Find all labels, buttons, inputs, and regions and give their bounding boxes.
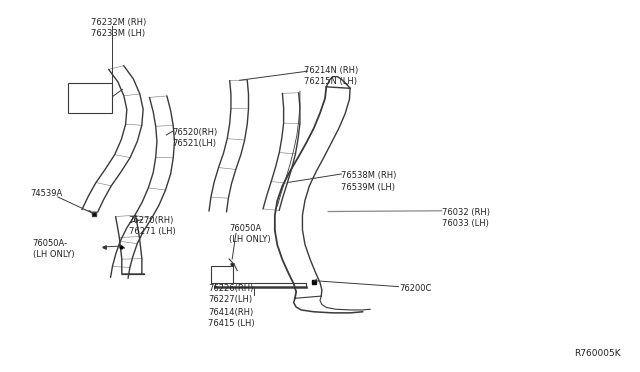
Text: 76200C: 76200C <box>399 285 431 294</box>
Text: 76214N (RH)
76215N (LH): 76214N (RH) 76215N (LH) <box>305 66 358 86</box>
Text: 74539A: 74539A <box>30 189 63 198</box>
Text: R760005K: R760005K <box>575 349 621 358</box>
Bar <box>211 266 233 283</box>
Text: 76414(RH)
76415 (LH): 76414(RH) 76415 (LH) <box>209 308 255 328</box>
Text: 76270(RH)
76271 (LH): 76270(RH) 76271 (LH) <box>129 216 175 236</box>
Text: 76538M (RH)
76539M (LH): 76538M (RH) 76539M (LH) <box>341 171 397 192</box>
Bar <box>68 83 112 113</box>
Text: 76032 (RH)
76033 (LH): 76032 (RH) 76033 (LH) <box>442 208 490 228</box>
Text: 76050A-
(LH ONLY): 76050A- (LH ONLY) <box>33 239 74 259</box>
Text: 76050A
(LH ONLY): 76050A (LH ONLY) <box>229 224 271 244</box>
Text: 76226(RH)
76227(LH): 76226(RH) 76227(LH) <box>209 284 253 304</box>
Text: 76232M (RH)
76233M (LH): 76232M (RH) 76233M (LH) <box>91 18 147 38</box>
Text: 76520(RH)
76521(LH): 76520(RH) 76521(LH) <box>173 128 218 148</box>
